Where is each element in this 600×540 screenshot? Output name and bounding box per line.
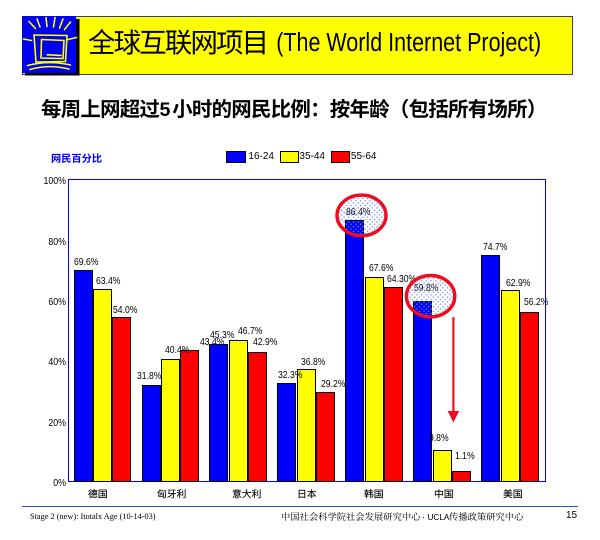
svg-text:5: 5 (160, 99, 171, 121)
svg-text:(The World Internet Project): (The World Internet Project) (276, 27, 541, 57)
svg-text:UCLA: UCLA (428, 513, 450, 522)
svg-text:·: · (422, 512, 425, 522)
